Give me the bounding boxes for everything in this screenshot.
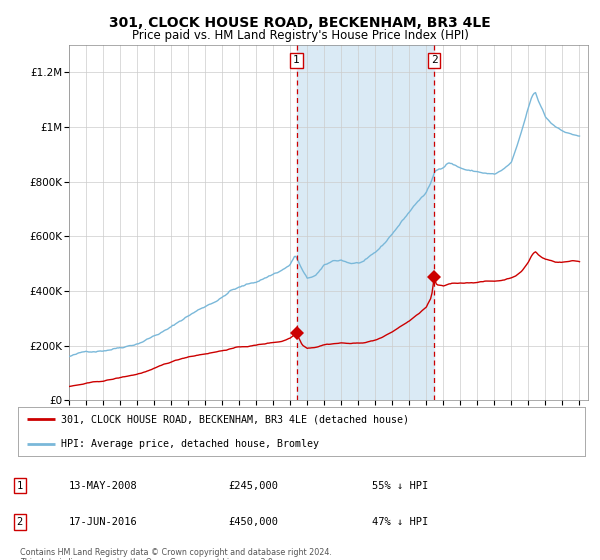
Bar xyxy=(296,45,434,400)
Text: 1: 1 xyxy=(293,55,300,66)
Text: Price paid vs. HM Land Registry's House Price Index (HPI): Price paid vs. HM Land Registry's House … xyxy=(131,29,469,42)
Text: 2: 2 xyxy=(431,55,437,66)
Text: 13-MAY-2008: 13-MAY-2008 xyxy=(69,480,138,491)
Text: HPI: Average price, detached house, Bromley: HPI: Average price, detached house, Brom… xyxy=(61,439,319,449)
Text: 2: 2 xyxy=(17,517,23,527)
Text: £245,000: £245,000 xyxy=(228,480,278,491)
Text: Contains HM Land Registry data © Crown copyright and database right 2024.
This d: Contains HM Land Registry data © Crown c… xyxy=(20,548,332,560)
Text: 47% ↓ HPI: 47% ↓ HPI xyxy=(372,517,428,527)
Text: 301, CLOCK HOUSE ROAD, BECKENHAM, BR3 4LE (detached house): 301, CLOCK HOUSE ROAD, BECKENHAM, BR3 4L… xyxy=(61,414,409,424)
Text: 1: 1 xyxy=(17,480,23,491)
Text: 55% ↓ HPI: 55% ↓ HPI xyxy=(372,480,428,491)
Text: 301, CLOCK HOUSE ROAD, BECKENHAM, BR3 4LE: 301, CLOCK HOUSE ROAD, BECKENHAM, BR3 4L… xyxy=(109,16,491,30)
Text: 17-JUN-2016: 17-JUN-2016 xyxy=(69,517,138,527)
Text: £450,000: £450,000 xyxy=(228,517,278,527)
